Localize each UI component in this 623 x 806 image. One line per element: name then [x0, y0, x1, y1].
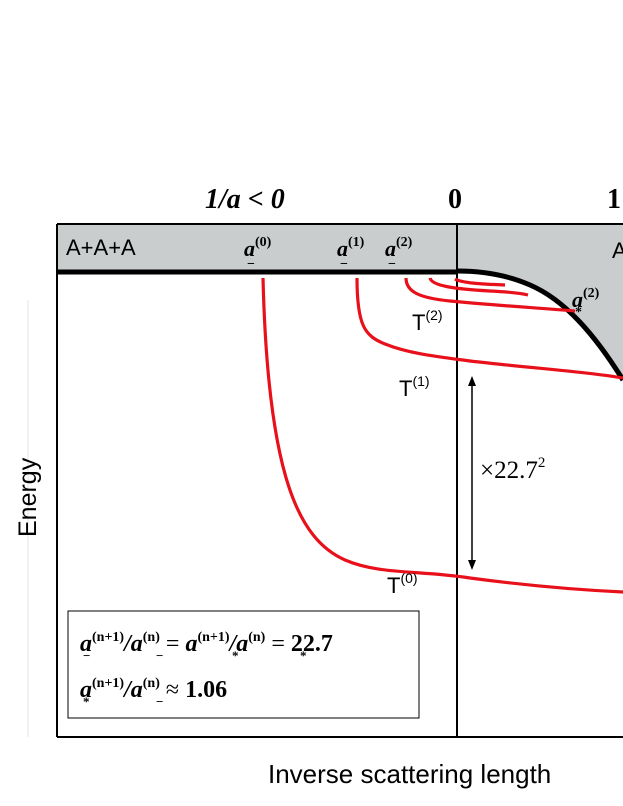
- formula-line-1-sub-3: *: [232, 648, 239, 663]
- threshold-a2-sub: −: [388, 257, 396, 272]
- top-axis-positive-label: 1: [607, 184, 621, 215]
- threshold-a0-label: a(0): [244, 235, 272, 261]
- band-label-right-partial: A: [612, 238, 623, 263]
- top-axis-zero-label: 0: [448, 184, 462, 215]
- label-t2: T(2): [412, 307, 443, 335]
- ratio-arrow-down-head: [468, 560, 476, 570]
- curve-t2-upper: [428, 277, 529, 297]
- curve-t1: [355, 277, 623, 380]
- x-axis-label: Inverse scattering length: [268, 759, 551, 789]
- formula-line-2: a(n+1)/a(n) ≈ 1.06: [80, 676, 227, 703]
- formula-line-2-sub-1: *: [83, 694, 90, 709]
- trimer-curves: [261, 277, 623, 594]
- y-axis-label: Energy: [14, 457, 42, 537]
- formula-line-1-sub-1: −: [83, 648, 90, 663]
- formula-box-frame: [67, 610, 420, 719]
- threshold-a1-label: a(1): [337, 235, 365, 261]
- threshold-astar2-label: a(2): [572, 286, 600, 312]
- formula-line-1-sub-2: −: [156, 648, 163, 663]
- formula-line-1: a(n+1)/a(n) = a(n+1)/a(n) = 22.7: [80, 630, 333, 657]
- ratio-arrow-up-head: [468, 376, 476, 386]
- formula-box: a(n+1)/a(n) = a(n+1)/a(n) = 22.7 − − * *…: [67, 610, 420, 719]
- label-t1: T(1): [399, 373, 430, 401]
- band-left-fill: [57, 224, 457, 270]
- label-t0: T(0): [387, 570, 418, 598]
- threshold-a1-sub: −: [340, 257, 348, 272]
- band-right-fill: [457, 224, 623, 380]
- plot-frame: [27, 224, 623, 738]
- curve-t3: [454, 277, 506, 287]
- formula-line-2-sub-2: −: [156, 694, 163, 709]
- band-label-three-atoms: A+A+A: [66, 235, 136, 260]
- ratio-label: ×22.72: [480, 455, 545, 484]
- top-axis-negative-label: 1/a < 0: [205, 184, 285, 215]
- ratio-arrow: ×22.72: [468, 376, 545, 570]
- trimer-labels: T(2) T(1) T(0): [387, 307, 443, 598]
- threshold-astar2-sub: *: [575, 305, 582, 320]
- curve-t0: [261, 277, 623, 594]
- threshold-a2-label: a(2): [385, 235, 413, 261]
- dimer-threshold-curve: [456, 268, 623, 382]
- formula-line-1-sub-4: *: [300, 648, 307, 663]
- curve-t2: [404, 277, 576, 313]
- threshold-a0-sub: −: [247, 257, 255, 272]
- top-axis: 1/a < 0 0 1: [205, 184, 621, 215]
- continuum-band: A+A+A A a(0) − a(1) − a(2) − a(2) *: [57, 223, 623, 382]
